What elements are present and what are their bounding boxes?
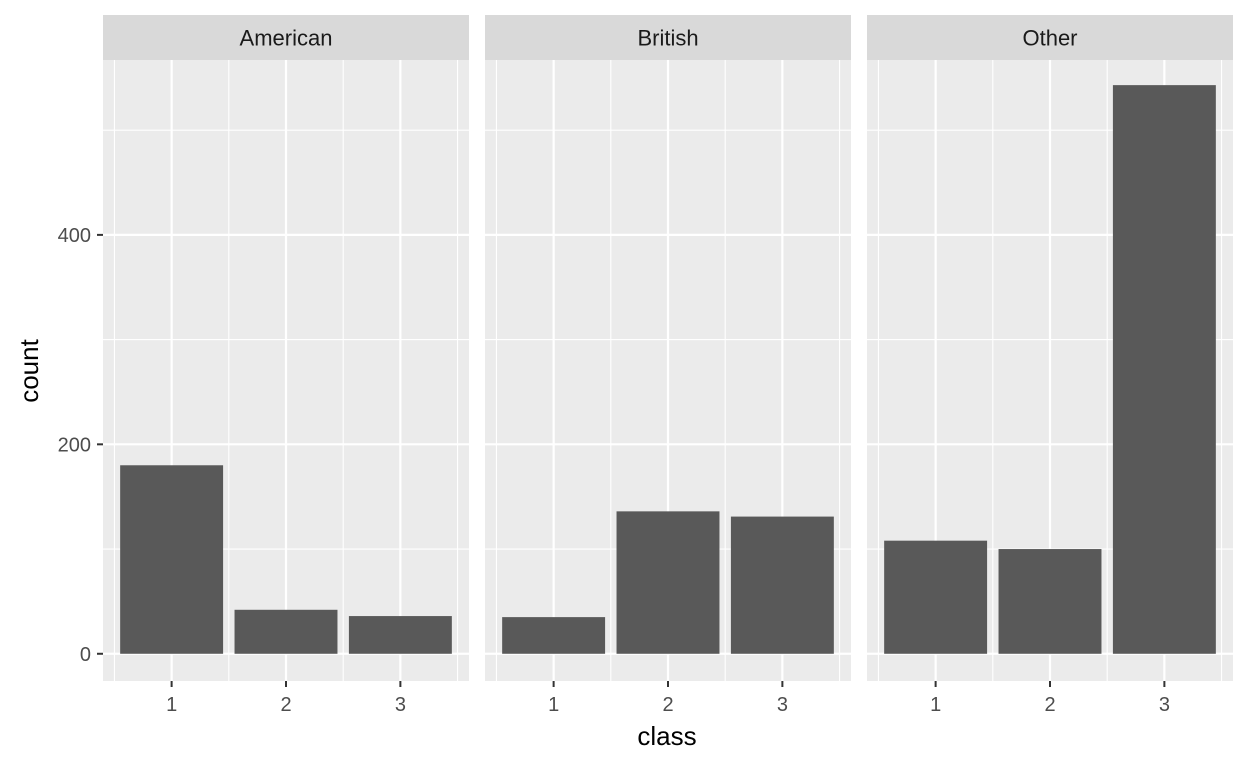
x-tick-label: 2 — [662, 694, 673, 716]
bar — [998, 549, 1102, 654]
x-tick-label: 3 — [777, 694, 788, 716]
y-axis: 0 200 400 — [58, 225, 103, 666]
bar — [884, 540, 988, 654]
bar — [502, 617, 606, 654]
facet-strip-label: American — [240, 26, 333, 51]
bar — [616, 511, 720, 654]
y-tick-label: 0 — [80, 644, 91, 666]
bar — [348, 616, 452, 654]
x-axis-title: class — [637, 721, 696, 751]
y-tick-label: 400 — [58, 225, 91, 247]
facet-panels: American 1 2 3 British 1 2 3 Other 1 2 3 — [103, 15, 1233, 716]
bar — [730, 516, 834, 654]
x-tick-label: 3 — [395, 694, 406, 716]
facet-strip-label: British — [637, 26, 698, 51]
x-tick-label: 1 — [930, 694, 941, 716]
facet-strip-label: Other — [1022, 26, 1077, 51]
y-tick-label: 200 — [58, 434, 91, 456]
bar — [234, 609, 338, 654]
y-axis-title: count — [14, 338, 44, 402]
x-tick-label: 3 — [1159, 694, 1170, 716]
x-tick-label: 1 — [548, 694, 559, 716]
facet-panel: Other 1 2 3 — [867, 15, 1233, 716]
facet-panel: American 1 2 3 — [103, 15, 469, 716]
x-tick-label: 1 — [166, 694, 177, 716]
facet-panel: British 1 2 3 — [485, 15, 851, 716]
x-tick-label: 2 — [280, 694, 291, 716]
bar — [120, 465, 224, 654]
facet-strip — [867, 15, 1233, 60]
facet-strip — [485, 15, 851, 60]
x-tick-label: 2 — [1044, 694, 1055, 716]
bar — [1112, 85, 1216, 654]
facet-strip — [103, 15, 469, 60]
